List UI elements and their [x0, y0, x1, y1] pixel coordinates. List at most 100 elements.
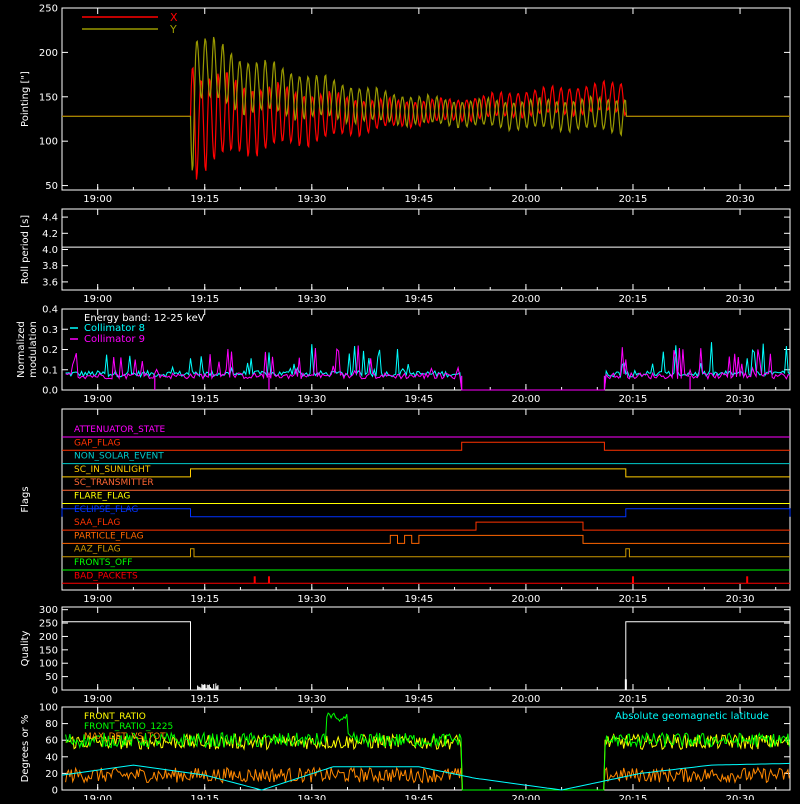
x-tick-label: 20:30 [726, 594, 755, 605]
y-tick-label: 100 [39, 659, 58, 670]
degrees-series-1 [65, 712, 790, 791]
flag-label-saa_flag: SAA_FLAG [74, 518, 120, 528]
y-tick-label: 50 [45, 672, 58, 683]
x-tick-label: 19:45 [404, 594, 433, 605]
y-axis-label: Quality [20, 631, 31, 667]
y-tick-label: 50 [45, 181, 58, 192]
x-tick-label: 20:15 [619, 294, 648, 305]
legend-label-y: Y [169, 23, 177, 36]
y-tick-label: 3.6 [42, 277, 58, 288]
flag-trace-eclipse_flag [61, 508, 791, 518]
x-tick-label: 19:15 [190, 194, 219, 205]
x-tick-label: 19:30 [297, 794, 326, 800]
flag-label-particle_flag: PARTICLE_FLAG [74, 531, 144, 541]
y-axis-label: Flags [20, 486, 31, 512]
y-axis-label: Normalized [16, 321, 27, 378]
degrees-legend-max_det_vs_tot: MAX_DET_VS_TOT [84, 732, 166, 742]
y-tick-label: 0.0 [42, 386, 58, 397]
y-tick-label: 200 [39, 48, 58, 59]
pointing-series-y [62, 36, 790, 171]
x-tick-label: 19:15 [190, 394, 219, 405]
y-tick-label: 250 [39, 4, 58, 15]
x-tick-label: 20:30 [726, 394, 755, 405]
panel-5-frame [61, 706, 791, 791]
y-axis-label: Pointing ["] [20, 71, 31, 127]
flag-trace-saa_flag [62, 521, 790, 531]
x-tick-label: 19:30 [297, 194, 326, 205]
y-tick-label: 100 [39, 137, 58, 148]
degrees-legend-latitude: Absolute geomagnetic latitude [615, 711, 769, 722]
y-tick-label: 0 [52, 786, 58, 797]
modulation-legend-title: Energy band: 12-25 keV [84, 313, 205, 324]
x-tick-label: 20:15 [619, 594, 648, 605]
flag-label-non_solar_event: NON_SOLAR_EVENT [74, 452, 164, 462]
flag-label-aaz_flag: AAZ_FLAG [74, 545, 121, 555]
panel-3-frame [61, 408, 791, 591]
x-tick-label: 19:30 [297, 594, 326, 605]
y-tick-label: 0.2 [42, 345, 58, 356]
x-tick-label: 19:45 [404, 194, 433, 205]
flag-label-eclipse_flag: ECLIPSE_FLAG [74, 505, 138, 515]
flag-trace-sc_in_sunlight [62, 468, 790, 478]
modulation-legend-label: Collimator 8 [84, 323, 145, 334]
x-tick-label: 19:00 [83, 294, 112, 305]
flag-trace-gap_flag [62, 441, 790, 451]
panel-0-frame [61, 7, 791, 191]
x-tick-label: 19:15 [190, 794, 219, 800]
degrees-series-2 [65, 766, 790, 791]
x-tick-label: 19:30 [297, 394, 326, 405]
modulation-legend-label: Collimator 9 [84, 334, 145, 345]
y-tick-label: 4.2 [42, 229, 58, 240]
y-tick-label: 4.0 [42, 245, 58, 256]
y-axis-label: Roll period [s] [20, 215, 31, 284]
y-tick-label: 0.3 [42, 325, 58, 336]
y-axis-label: modulation [28, 321, 39, 378]
y-tick-label: 40 [45, 752, 58, 763]
x-tick-label: 20:30 [726, 694, 755, 705]
quality-line [62, 621, 790, 691]
x-tick-label: 20:00 [512, 694, 541, 705]
y-tick-label: 20 [45, 769, 58, 780]
y-axis-label: Degrees or % [20, 715, 31, 783]
x-tick-label: 19:15 [190, 594, 219, 605]
y-tick-label: 60 [45, 736, 58, 747]
panel-4-frame [61, 606, 791, 691]
flag-label-sc_in_sunlight: SC_IN_SUNLIGHT [74, 465, 151, 475]
x-tick-label: 19:45 [404, 294, 433, 305]
y-tick-label: 200 [39, 632, 58, 643]
x-tick-label: 19:15 [190, 694, 219, 705]
y-tick-label: 100 [39, 703, 58, 714]
modulation-series-0 [65, 342, 791, 391]
degrees-legend-front_ratio_1225: FRONT_RATIO_1225 [84, 722, 173, 732]
y-tick-label: 150 [39, 645, 58, 656]
x-tick-label: 20:15 [619, 194, 648, 205]
flag-label-bad_packets: BAD_PACKETS [74, 571, 138, 581]
y-tick-label: 80 [45, 719, 58, 730]
flag-label-flare_flag: FLARE_FLAG [74, 492, 130, 502]
x-tick-label: 20:00 [512, 294, 541, 305]
y-tick-label: 0 [52, 686, 58, 697]
geomag-latitude-line [61, 762, 791, 791]
x-tick-label: 19:30 [297, 294, 326, 305]
x-tick-label: 19:30 [297, 694, 326, 705]
x-tick-label: 20:00 [512, 194, 541, 205]
x-tick-label: 20:00 [512, 394, 541, 405]
x-tick-label: 19:00 [83, 394, 112, 405]
x-tick-label: 20:15 [619, 794, 648, 800]
modulation-series-1 [65, 345, 791, 391]
x-tick-label: 20:00 [512, 794, 541, 800]
y-tick-label: 3.8 [42, 261, 58, 272]
flag-label-attenuator_state: ATTENUATOR_STATE [74, 425, 166, 435]
x-tick-label: 20:30 [726, 794, 755, 800]
flag-label-gap_flag: GAP_FLAG [74, 438, 120, 448]
y-tick-label: 250 [39, 619, 58, 630]
x-tick-label: 19:00 [83, 794, 112, 800]
x-tick-label: 19:00 [83, 194, 112, 205]
x-tick-label: 19:15 [190, 294, 219, 305]
y-tick-label: 300 [39, 605, 58, 616]
x-tick-label: 20:15 [619, 694, 648, 705]
flag-trace-particle_flag [62, 534, 790, 544]
legend-label-x: X [170, 11, 178, 24]
x-tick-label: 20:00 [512, 594, 541, 605]
